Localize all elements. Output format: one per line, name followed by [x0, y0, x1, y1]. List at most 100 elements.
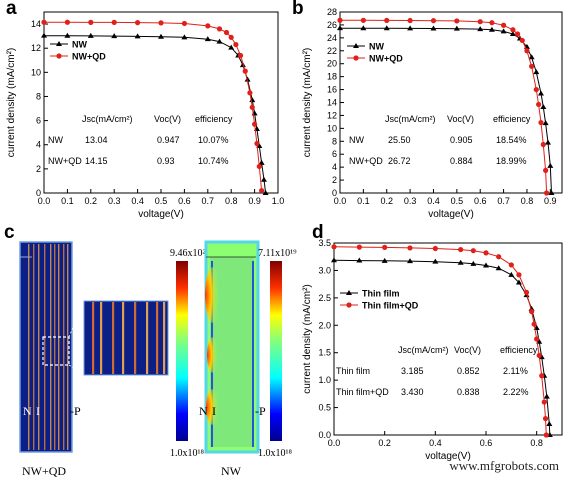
- data-point: [407, 258, 413, 264]
- data-point: [337, 17, 343, 23]
- data-point: [41, 32, 47, 38]
- data-point: [260, 176, 267, 182]
- x-tick-label: 0.0: [38, 196, 51, 206]
- data-point: [407, 25, 414, 31]
- data-point: [540, 104, 547, 110]
- legend-entry: Thin film: [362, 289, 400, 299]
- stripe: [50, 244, 52, 450]
- x-tick-label: 0.1: [357, 196, 370, 206]
- panel-letter-b: b: [292, 0, 304, 19]
- y-tick-label: 0.5: [318, 403, 331, 413]
- colorbar-left-min: 1.0x10¹⁸: [170, 448, 204, 459]
- stripe: [28, 244, 30, 450]
- data-point: [254, 140, 260, 147]
- y-axis-label: current density (mA/cm²): [6, 48, 17, 157]
- y-tick-label: 3.5: [318, 238, 331, 248]
- data-point: [542, 415, 549, 422]
- data-point: [181, 20, 187, 27]
- data-point: [546, 421, 553, 427]
- y-tick-label: 18: [327, 72, 337, 82]
- data-point: [337, 25, 343, 31]
- table-row-label: NW+QD: [349, 156, 383, 166]
- legend-entry: Thin film+QD: [362, 301, 419, 311]
- chart-a: 0.0 0.1 0.2 0.3 0.4 0.5 0.6 0.7 0.8 0.9 1.0 0 2 4 6 8 10…: [6, 11, 284, 220]
- table-cell: 0.905: [450, 135, 473, 145]
- data-point: [237, 52, 244, 59]
- data-point: [64, 19, 70, 25]
- data-point: [382, 244, 388, 250]
- y-tick-label: 6: [36, 116, 41, 126]
- data-point: [158, 33, 164, 39]
- y-tick-label: 12: [327, 110, 337, 120]
- table-header: Jsc(mA/cm²): [385, 114, 436, 124]
- data-point: [543, 167, 549, 173]
- x-tick-label: 0.5: [155, 196, 168, 206]
- data-point: [181, 34, 188, 40]
- table-cell: 2.11%: [503, 366, 528, 376]
- table-cell: 18.54%: [496, 135, 527, 145]
- data-point: [360, 17, 366, 23]
- data-point: [519, 37, 525, 44]
- y-tick-label: 6: [332, 149, 337, 159]
- y-tick-label: 16: [327, 85, 337, 95]
- data-point: [256, 142, 263, 148]
- data-point: [500, 22, 507, 28]
- panel-c-maps: N I -P NW+QD 9.46x10²¹ 1.0x10¹⁸ N I -P N…: [19, 240, 297, 477]
- data-point: [407, 17, 413, 24]
- table-row-label: Thin film: [336, 366, 370, 376]
- stripe: [156, 302, 159, 374]
- zoom-inset: [83, 300, 169, 376]
- data-point: [515, 31, 521, 37]
- y-tick-label: 14: [327, 98, 337, 108]
- table-cell: 10.07%: [198, 135, 229, 145]
- stripe: [134, 302, 137, 374]
- x-tick-label: 0.5: [451, 196, 464, 206]
- table-cell: 18.99%: [496, 156, 527, 166]
- data-point: [543, 393, 550, 399]
- data-point: [252, 121, 258, 127]
- data-point: [508, 271, 515, 277]
- table-row-label: NW+QD: [48, 156, 82, 166]
- y-tick-label: 1.0: [318, 375, 331, 385]
- data-point: [483, 262, 489, 268]
- x-tick-label: 0.6: [480, 438, 493, 448]
- data-point: [430, 18, 437, 24]
- data-point: [538, 354, 545, 360]
- data-point: [453, 25, 460, 31]
- y-tick-label: 8: [36, 91, 41, 101]
- data-point: [64, 32, 71, 38]
- data-point: [508, 262, 514, 268]
- stripe: [38, 244, 40, 450]
- data-point: [458, 246, 464, 253]
- table-cell: 0.852: [457, 366, 480, 376]
- watermark-text: www.mfgrobots.com: [449, 458, 559, 473]
- stripe: [112, 302, 115, 374]
- y-tick-label: 8: [332, 136, 337, 146]
- y-tick-label: 4: [332, 162, 337, 172]
- nw-caption: NW: [221, 464, 242, 477]
- data-point: [228, 44, 235, 50]
- colorbar-right-max: 7.11x10¹⁹: [258, 248, 297, 259]
- data-point: [543, 432, 549, 438]
- data-point: [111, 33, 118, 39]
- table-header: Voc(V): [454, 345, 481, 355]
- data-point: [541, 399, 547, 405]
- chart-b: 0.0 0.1 0.2 0.3 0.4 0.5 0.6 0.7 0.8 0.90246810121…: [302, 7, 563, 220]
- data-point: [204, 36, 211, 42]
- x-tick-label: 0.7: [202, 196, 215, 206]
- x-tick-label: 0.4: [131, 196, 144, 206]
- stripe: [58, 244, 60, 450]
- table-row-label: Thin film+QD: [336, 387, 389, 397]
- y-tick-label: 4: [36, 140, 41, 150]
- data-point: [244, 76, 251, 82]
- data-point: [516, 272, 522, 278]
- table-cell: 13.04: [85, 135, 108, 145]
- panel-letter-d: d: [312, 222, 324, 243]
- x-tick-label: 0.3: [404, 196, 417, 206]
- y-tick-label: 0: [332, 188, 337, 198]
- x-tick-label: 0.4: [429, 438, 442, 448]
- stripe: [146, 302, 149, 374]
- colorbar-left-max: 9.46x10²¹: [170, 248, 209, 259]
- y-tick-label: 1.5: [318, 348, 331, 358]
- stripe: [122, 302, 125, 374]
